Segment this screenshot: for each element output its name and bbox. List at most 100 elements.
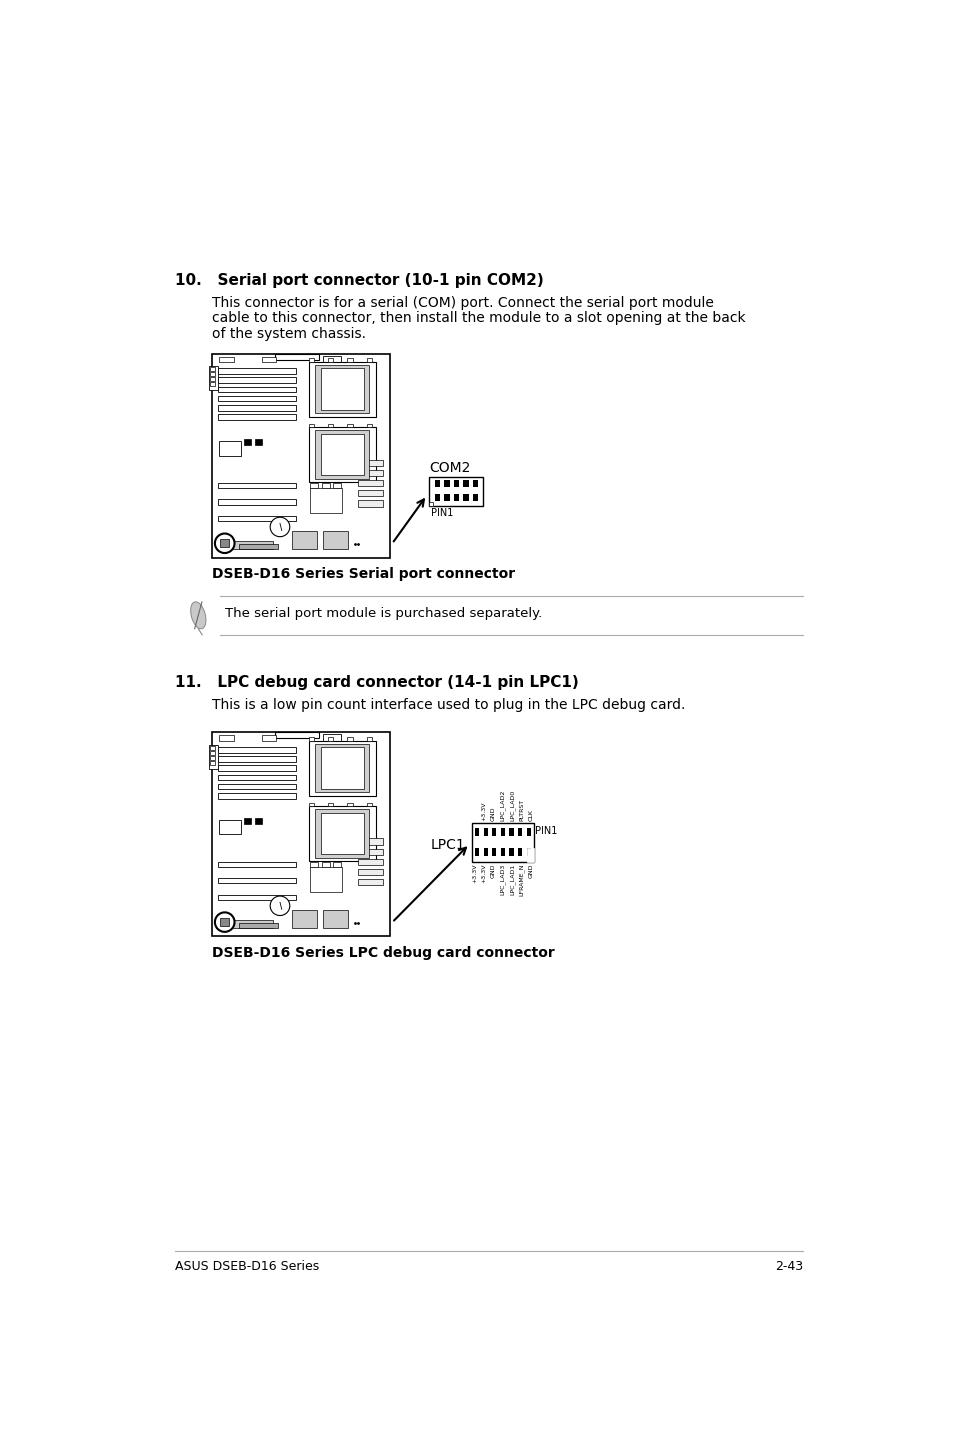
Bar [492,828,496,835]
Bar [239,923,278,929]
Bar [262,357,276,362]
Bar [358,460,383,466]
Bar [517,828,521,835]
Bar [209,745,217,769]
Bar [219,357,233,362]
Text: This connector is for a serial (COM) port. Connect the serial port module: This connector is for a serial (COM) por… [212,296,714,309]
Bar [308,358,314,362]
Bar [475,848,478,856]
Bar [320,748,364,789]
Bar [217,861,295,867]
Bar [220,917,229,926]
Text: 10.   Serial port connector (10-1 pin COM2): 10. Serial port connector (10-1 pin COM2… [174,273,543,288]
Bar [462,480,468,486]
Bar [347,738,353,741]
Bar [454,480,458,486]
Text: DSEB-D16 Series LPC debug card connector: DSEB-D16 Series LPC debug card connector [212,946,555,959]
Bar [217,406,295,411]
Circle shape [214,912,234,932]
Bar [210,756,214,759]
Text: PLTRST: PLTRST [518,798,523,821]
Bar [500,848,504,856]
Bar [358,879,383,886]
Bar [358,480,383,486]
Text: LPC_LAD2: LPC_LAD2 [499,789,505,821]
Bar [310,487,342,513]
Bar [358,848,383,854]
Bar [310,861,318,867]
Bar [314,365,369,413]
Text: LPC_LAD1: LPC_LAD1 [509,863,515,894]
Bar [483,848,487,856]
Text: GND: GND [491,863,496,877]
Bar [215,541,273,549]
Circle shape [270,518,290,536]
Bar [483,828,487,835]
Bar [210,751,214,755]
Bar [209,365,217,390]
Bar [308,362,375,417]
Bar [322,531,347,549]
Text: LFRAME_N: LFRAME_N [518,863,524,896]
Bar [308,805,375,861]
Bar [320,368,364,410]
Bar [328,802,333,805]
Bar [210,377,214,381]
Bar [217,784,295,789]
Text: This is a low pin count interface used to plug in the LPC debug card.: This is a low pin count interface used t… [212,697,685,712]
Bar [366,802,372,805]
Bar [217,792,295,798]
Bar [366,358,372,362]
Bar [320,434,364,476]
Text: GND: GND [528,863,533,877]
Circle shape [214,533,234,554]
Bar [321,483,330,487]
Bar [509,828,513,835]
Bar [526,828,530,835]
Bar [210,761,214,765]
Bar [444,495,449,500]
Bar [328,358,333,362]
Bar [314,743,369,792]
Bar [334,861,341,867]
Bar [308,741,375,795]
Bar [308,427,375,482]
Bar [217,499,295,505]
Bar [320,812,364,854]
Bar [310,867,342,892]
Bar [526,848,530,856]
Ellipse shape [191,601,206,628]
Bar [358,869,383,876]
Bar [358,858,383,866]
Text: LPC1: LPC1 [431,838,465,851]
Bar [358,500,383,506]
Bar [220,539,229,548]
Bar [219,820,240,834]
Bar [293,910,317,929]
Text: cable to this connector, then install the module to a slot opening at the back: cable to this connector, then install th… [212,311,745,325]
Bar [475,828,478,835]
Bar [366,738,372,741]
Bar [244,818,252,824]
Bar [219,735,233,741]
Bar [462,495,468,500]
Bar [210,372,214,375]
Text: +3.3V: +3.3V [481,801,486,821]
Bar [217,377,295,383]
Bar [274,354,319,360]
Bar [254,439,262,446]
Text: GND: GND [491,807,496,821]
Bar [217,775,295,781]
Text: PIN1: PIN1 [431,508,453,518]
Text: of the system chassis.: of the system chassis. [212,326,366,341]
Bar [444,480,449,486]
Bar [472,495,477,500]
Text: LPC_LAD0: LPC_LAD0 [509,789,515,821]
Bar [262,735,276,741]
Bar [366,424,372,427]
Bar [322,910,347,929]
Bar [217,368,295,374]
Bar [322,735,340,741]
Bar [321,861,330,867]
Bar [435,495,439,500]
